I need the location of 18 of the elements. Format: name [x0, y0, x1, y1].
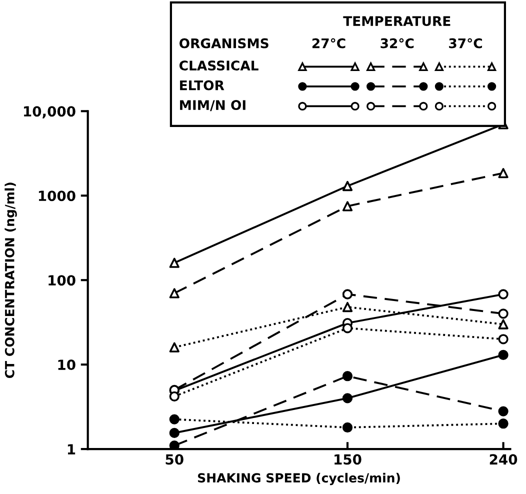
text: MIM/N OI [180, 100, 246, 112]
y-tick-label: 1 [68, 444, 76, 454]
text: 27°C [312, 38, 346, 48]
legend-title: TEMPERATURE [343, 16, 450, 26]
y-tick-label: 10,000 [24, 106, 76, 118]
y-axis-title: CT CONCENTRATION (ng/ml) [4, 182, 17, 378]
y-tick-label: 100 [48, 275, 76, 286]
y-tick-label: 10 [58, 360, 76, 370]
y-tick-label: 1000 [38, 190, 76, 202]
x-axis-title: SHAKING SPEED (cycles/min) [198, 472, 400, 486]
text: CLASSICAL [180, 60, 258, 71]
text: ORGANISMS [180, 38, 268, 48]
x-tick-label: 50 [166, 454, 184, 465]
text: 37°C [449, 38, 482, 48]
text: ELTOR [180, 80, 224, 90]
x-tick-label: 240 [490, 454, 518, 465]
x-tick-label: 150 [334, 454, 362, 465]
text: 32°C [380, 38, 414, 48]
